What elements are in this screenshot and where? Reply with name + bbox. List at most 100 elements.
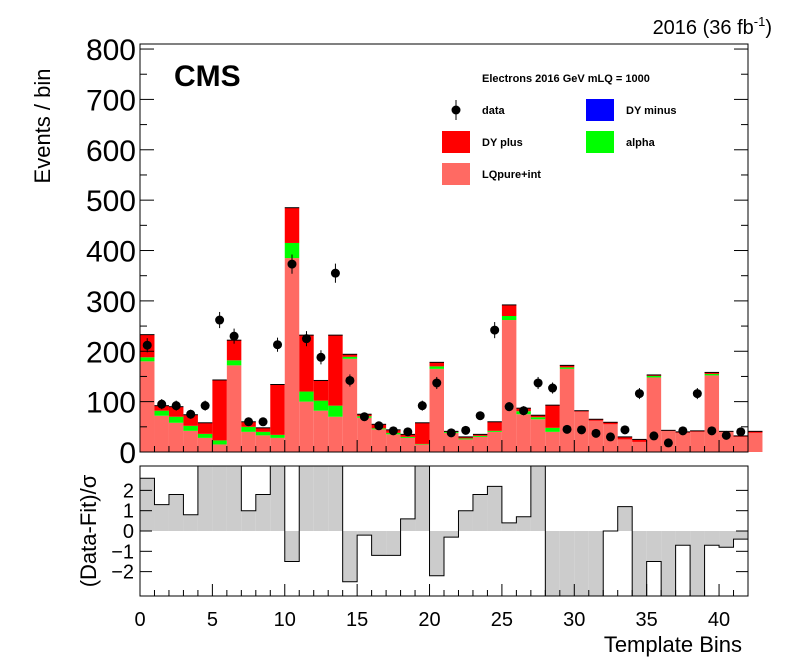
ratio-bar-22 bbox=[458, 510, 473, 531]
stack-bar-dy-plus-30 bbox=[574, 410, 589, 412]
stack-bar-dy-plus-10 bbox=[284, 207, 300, 243]
stack-bar-dy-plus-28 bbox=[545, 405, 560, 428]
stack-bar-alpha-29 bbox=[559, 367, 575, 369]
stack-bar-lqpure-int-23 bbox=[472, 436, 488, 452]
ratio-bar-16 bbox=[371, 531, 387, 556]
stack-bar-alpha-27 bbox=[530, 417, 546, 420]
ratio-bar-41 bbox=[733, 531, 748, 540]
y-tick-label-700: 700 bbox=[86, 84, 136, 117]
ratio-bar-13 bbox=[328, 466, 343, 531]
ratio-bar-20 bbox=[429, 531, 444, 576]
stack-bar-alpha-10 bbox=[284, 242, 300, 259]
stack-bar-dy-plus-11 bbox=[299, 335, 314, 392]
y-tick-label-800: 800 bbox=[86, 34, 136, 67]
stack-bar-dy-plus-19 bbox=[415, 422, 430, 444]
stack-bar-dy-plus-22 bbox=[458, 436, 473, 439]
ratio-bar-17 bbox=[386, 531, 401, 556]
stack-bar-lqpure-int-42 bbox=[748, 432, 763, 452]
data-point-38 bbox=[692, 389, 702, 399]
stack-bar-lqpure-int-13 bbox=[328, 416, 343, 452]
stack-bar-dy-plus-31 bbox=[588, 419, 604, 421]
data-point-32 bbox=[605, 432, 615, 442]
ratio-bar-11 bbox=[299, 466, 314, 531]
ratio-bar-0 bbox=[140, 478, 155, 531]
ratio-bar-19 bbox=[415, 466, 430, 531]
data-point-2 bbox=[171, 401, 181, 411]
ratio-bar-6 bbox=[226, 466, 242, 531]
stack-bar-alpha-18 bbox=[400, 436, 416, 438]
stack-bar-dy-plus-35 bbox=[646, 374, 662, 376]
ratio-bar-40 bbox=[719, 531, 734, 548]
ratio-bar-9 bbox=[270, 466, 285, 531]
stack-bar-alpha-23 bbox=[472, 435, 488, 437]
data-point-13 bbox=[330, 268, 340, 278]
y-tick-label-300: 300 bbox=[86, 286, 136, 319]
stack-bar-alpha-20 bbox=[429, 366, 444, 369]
stack-bar-dy-plus-33 bbox=[617, 436, 633, 440]
stack-bar-dy-plus-8 bbox=[255, 427, 271, 432]
ratio-bar-14 bbox=[342, 531, 358, 582]
y-tick-label-400: 400 bbox=[86, 236, 136, 269]
stack-bar-lqpure-int-34 bbox=[632, 441, 647, 452]
stack-bar-lqpure-int-10 bbox=[284, 258, 300, 452]
stack-bar-dy-plus-20 bbox=[429, 362, 444, 367]
data-point-31 bbox=[591, 428, 601, 438]
data-point-6 bbox=[229, 331, 239, 341]
ratio-bar-34 bbox=[632, 531, 647, 596]
ratio-bar-38 bbox=[690, 531, 705, 596]
ratio-bar-2 bbox=[168, 494, 184, 531]
data-point-15 bbox=[359, 412, 369, 422]
data-point-20 bbox=[432, 378, 442, 388]
stack-bar-dy-plus-27 bbox=[530, 415, 546, 418]
lumi-label-close: ) bbox=[765, 17, 772, 39]
ratio-bar-1 bbox=[154, 504, 169, 531]
stack-bar-dy-plus-24 bbox=[487, 421, 502, 431]
stack-bar-dy-plus-34 bbox=[632, 439, 647, 442]
stack-bar-alpha-28 bbox=[545, 427, 560, 432]
ratio-bar-31 bbox=[588, 531, 604, 596]
ratio-y-axis-label: (Data-Fit)/σ bbox=[76, 474, 101, 587]
stack-bar-lqpure-int-7 bbox=[241, 431, 256, 452]
data-point-3 bbox=[186, 409, 196, 419]
data-point-11 bbox=[301, 334, 311, 344]
stack-bar-lqpure-int-3 bbox=[183, 430, 198, 452]
stack-bar-alpha-9 bbox=[270, 434, 285, 438]
data-point-10 bbox=[287, 259, 297, 269]
stack-bar-lqpure-int-29 bbox=[559, 368, 575, 452]
legend-marker-data bbox=[451, 105, 461, 115]
ratio-bar-28 bbox=[545, 531, 560, 596]
data-point-1 bbox=[157, 399, 167, 409]
legend-label-alpha: alpha bbox=[626, 137, 656, 149]
stack-bar-lqpure-int-41 bbox=[733, 436, 748, 452]
stack-bar-dy-plus-32 bbox=[603, 422, 618, 425]
stack-bar-alpha-4 bbox=[197, 433, 213, 438]
ratio-bar-25 bbox=[501, 522, 517, 531]
stack-bar-alpha-6 bbox=[226, 360, 242, 366]
stacked-bars bbox=[140, 207, 763, 452]
data-point-9 bbox=[273, 340, 283, 350]
data-point-34 bbox=[634, 389, 644, 399]
stack-bar-lqpure-int-6 bbox=[226, 365, 242, 452]
stack-bar-alpha-2 bbox=[168, 416, 184, 423]
ratio-y-tick-label-1: 1 bbox=[123, 501, 134, 523]
selection-label: Electrons 2016 GeV mLQ = 1000 bbox=[482, 73, 650, 85]
data-point-8 bbox=[258, 417, 268, 427]
data-point-41 bbox=[736, 427, 746, 437]
stack-bar-lqpure-int-14 bbox=[342, 358, 358, 452]
data-point-0 bbox=[142, 340, 152, 350]
x-tick-label-35: 35 bbox=[636, 609, 658, 631]
data-point-18 bbox=[403, 427, 413, 437]
legend-label-data: data bbox=[482, 105, 506, 117]
stack-bar-lqpure-int-39 bbox=[704, 375, 720, 452]
data-point-35 bbox=[649, 431, 659, 441]
ratio-step-line bbox=[140, 465, 748, 597]
stack-bar-alpha-19 bbox=[415, 443, 430, 445]
data-point-19 bbox=[417, 401, 427, 411]
stack-bar-lqpure-int-26 bbox=[516, 414, 531, 452]
stack-bar-lqpure-int-2 bbox=[168, 422, 184, 452]
legend-label-dy-plus: DY plus bbox=[482, 137, 523, 149]
data-point-7 bbox=[244, 417, 254, 427]
